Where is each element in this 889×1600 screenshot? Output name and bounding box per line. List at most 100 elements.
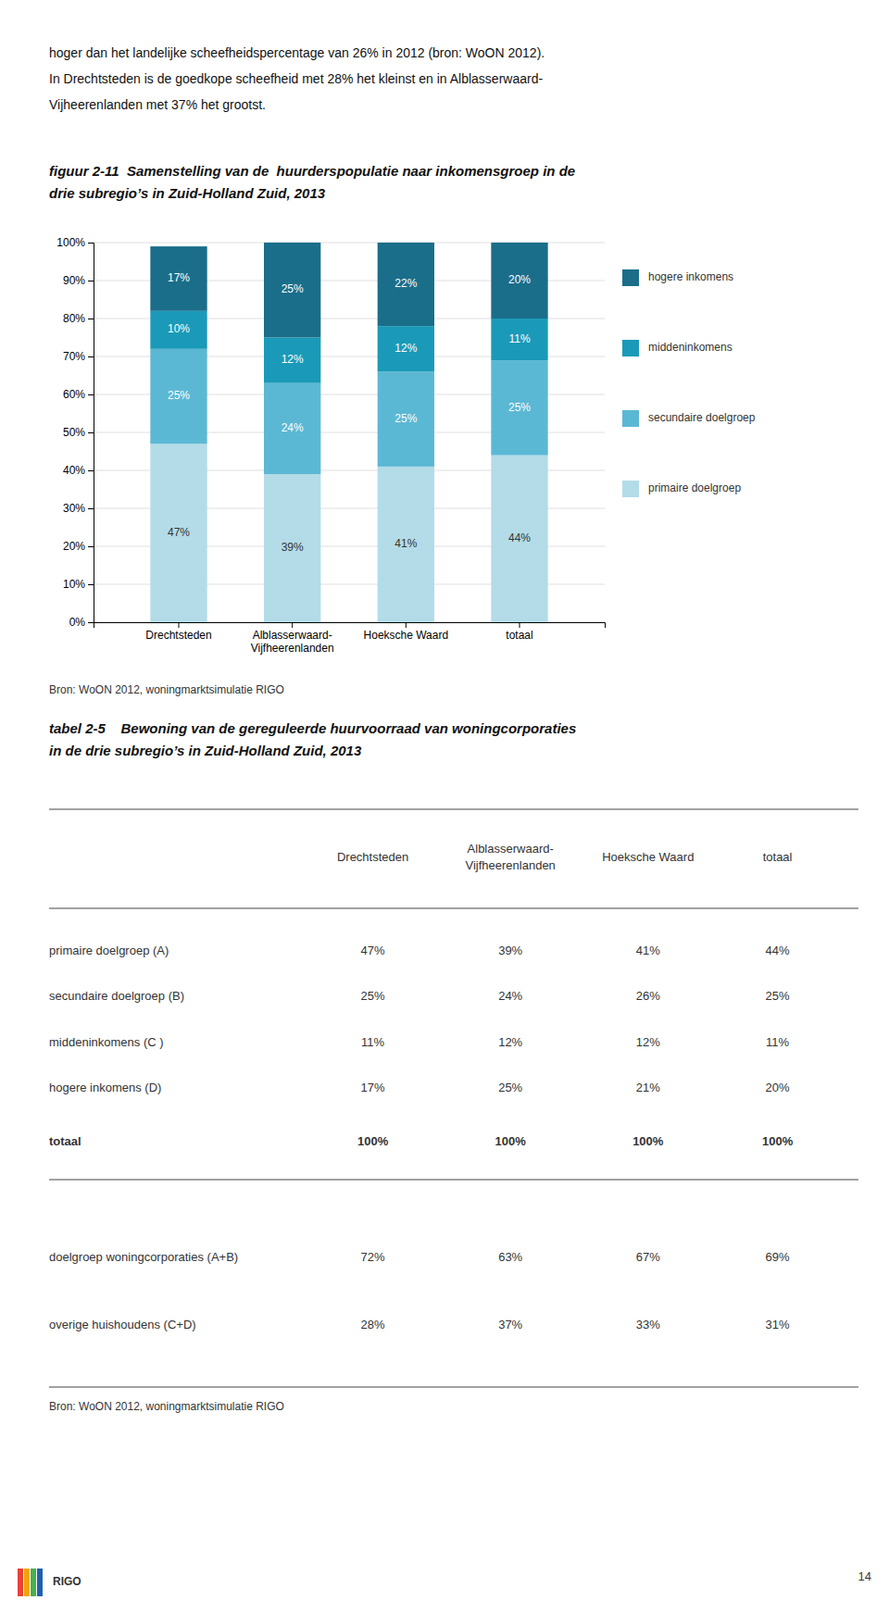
data-label: 22% bbox=[394, 276, 417, 290]
tick-label: 40% bbox=[62, 463, 86, 477]
logo-block bbox=[30, 1568, 37, 1597]
tick-mark bbox=[87, 432, 94, 434]
y-tick: 20% bbox=[62, 539, 94, 553]
page: hoger dan het landelijke scheefheidsperc… bbox=[0, 0, 889, 1600]
table-cell: 44% bbox=[765, 943, 790, 958]
logo-block bbox=[24, 1568, 30, 1597]
table-cell: secundaire doelgroep (B) bbox=[49, 989, 185, 1003]
data-label: 39% bbox=[281, 540, 304, 554]
legend-label: primaire doelgroep bbox=[648, 481, 741, 495]
y-tick: 70% bbox=[62, 350, 94, 364]
bar-segment bbox=[377, 371, 435, 467]
data-label: 12% bbox=[394, 341, 417, 355]
chart-title: figuur 2-11 Samenstelling van de huurder… bbox=[49, 162, 576, 201]
data-label: 17% bbox=[167, 271, 190, 285]
y-tick: 80% bbox=[62, 312, 94, 326]
tick-mark bbox=[87, 470, 94, 472]
x-tick: Hoeksche Waard bbox=[363, 622, 450, 642]
table: DrechtstedenAlblasserwaard-Vijfheerenlan… bbox=[49, 809, 859, 1388]
tick-label: 70% bbox=[62, 350, 86, 364]
table-header-line: Hoeksche Waard bbox=[601, 850, 694, 864]
tick-label: 0% bbox=[69, 615, 87, 629]
tick-mark bbox=[87, 546, 94, 548]
bar-segment bbox=[263, 474, 321, 623]
tick-mark bbox=[178, 622, 180, 628]
bar-segment bbox=[490, 455, 548, 623]
table-cell: 67% bbox=[636, 1250, 661, 1265]
table-header: Hoeksche Waard bbox=[601, 850, 694, 864]
table-cell: 24% bbox=[498, 989, 523, 1003]
tick-label: Drechtsteden bbox=[145, 628, 212, 642]
tick-label: 10% bbox=[62, 577, 86, 591]
tick-mark bbox=[87, 394, 94, 396]
bar-segment bbox=[150, 443, 207, 623]
tick-mark bbox=[87, 508, 94, 510]
legend-swatch bbox=[622, 269, 639, 287]
chart-source: Bron: WoON 2012, woningmarktsimulatie RI… bbox=[49, 683, 285, 697]
bar-segment bbox=[150, 246, 207, 312]
table-cell: 31% bbox=[765, 1317, 790, 1332]
data-label: 10% bbox=[167, 322, 190, 336]
tick-label-line: Vijfheerenlanden bbox=[250, 641, 335, 655]
chart: 47%39%41%44%25%24%25%25%10%12%12%11%17%2… bbox=[56, 236, 605, 655]
legend-label: middeninkomens bbox=[648, 340, 733, 354]
tick-label: totaal bbox=[505, 628, 533, 642]
legend: hogere inkomens middeninkomens secundaire … bbox=[622, 269, 756, 498]
data-label: 25% bbox=[508, 400, 531, 414]
x-tick: Alblasserwaard-Vijfheerenlanden bbox=[250, 622, 335, 655]
tick-label: 80% bbox=[62, 312, 86, 326]
y-tick: 60% bbox=[62, 388, 94, 401]
tick-label: 100% bbox=[56, 236, 86, 250]
table-cell: overige huishoudens (C+D) bbox=[49, 1317, 197, 1332]
tick-mark bbox=[519, 622, 521, 628]
table-cell: 21% bbox=[636, 1080, 661, 1095]
chart-title-line: figuur 2-11 Samenstelling van de huurder… bbox=[49, 162, 576, 179]
tick-mark bbox=[87, 356, 94, 358]
data-label: 25% bbox=[394, 412, 417, 426]
tick-label-line: Drechtsteden bbox=[145, 628, 212, 642]
tick-label: 60% bbox=[62, 388, 86, 401]
logo-text: RIGO bbox=[52, 1575, 82, 1589]
data-label: 24% bbox=[281, 421, 304, 435]
table-cell: 28% bbox=[361, 1317, 386, 1332]
bar-segment bbox=[263, 242, 321, 339]
table-cell: 26% bbox=[636, 989, 661, 1003]
table-cell: primaire doelgroep (A) bbox=[49, 943, 169, 958]
y-tick: 30% bbox=[62, 501, 94, 515]
table-cell: 11% bbox=[361, 1035, 385, 1050]
x-axis: Drechtsteden Alblasserwaard-Vijfheerenlan… bbox=[94, 622, 606, 655]
tick-mark bbox=[87, 242, 94, 244]
legend-swatch bbox=[622, 339, 639, 357]
table-cell: 33% bbox=[636, 1317, 661, 1332]
bar-segment bbox=[150, 311, 207, 350]
axis-domain bbox=[87, 243, 95, 624]
y-tick: 10% bbox=[62, 577, 94, 591]
legend-item: middeninkomens bbox=[622, 339, 733, 357]
tick-mark bbox=[291, 622, 293, 628]
tick-label: Alblasserwaard-Vijfheerenlanden bbox=[250, 628, 335, 655]
table-cell: 37% bbox=[498, 1317, 523, 1332]
legend-item: secundaire doelgroep bbox=[622, 410, 756, 427]
tick-label-line: totaal bbox=[505, 628, 533, 642]
table-header-line: totaal bbox=[763, 850, 793, 864]
x-tick: totaal bbox=[505, 622, 533, 642]
data-label: 11% bbox=[508, 332, 530, 346]
table-cell: 100% bbox=[632, 1134, 664, 1149]
table-cell: 25% bbox=[765, 989, 790, 1003]
bar-segment bbox=[377, 466, 435, 623]
tick-label: Hoeksche Waard bbox=[363, 628, 450, 642]
legend-label: hogere inkomens bbox=[648, 270, 734, 284]
tick-mark bbox=[87, 280, 94, 282]
data-labels: 47%39%41%44%25%24%25%25%10%12%12%11%17%2… bbox=[167, 271, 531, 554]
y-tick: 50% bbox=[62, 425, 94, 439]
table-cell: 25% bbox=[361, 989, 386, 1003]
tick-label-line: Alblasserwaard- bbox=[252, 628, 333, 642]
bar-segment bbox=[377, 242, 435, 326]
data-label: 44% bbox=[508, 531, 531, 545]
bar-segment bbox=[490, 242, 548, 319]
legend-item: hogere inkomens bbox=[622, 269, 734, 287]
tick-label: 20% bbox=[62, 539, 86, 553]
page-number: 14 bbox=[858, 1569, 872, 1584]
intro-line: In Drechtsteden is de goedkope scheefhei… bbox=[49, 71, 543, 87]
y-tick: 0% bbox=[69, 615, 94, 629]
